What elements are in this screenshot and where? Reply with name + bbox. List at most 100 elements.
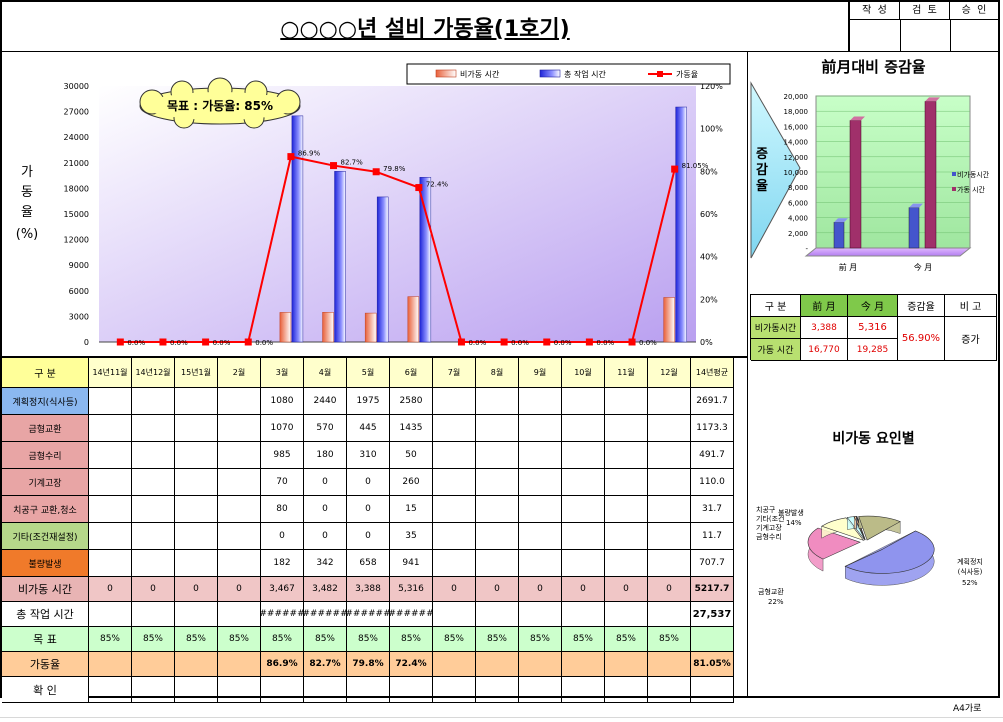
- side-y-tick-label: 4,000: [788, 215, 808, 223]
- table-cell: 85%: [605, 627, 648, 652]
- y2-tick-label: 80%: [700, 167, 718, 176]
- table-cell: [648, 677, 691, 703]
- side-bar-top: [909, 203, 923, 208]
- table-cell: [175, 652, 218, 677]
- arrow-label-3: 율: [756, 178, 768, 194]
- table-cell: [132, 550, 175, 577]
- table-cell: 182: [261, 550, 304, 577]
- approval-sign-1[interactable]: [900, 20, 901, 52]
- table-cell: [476, 602, 519, 627]
- table-cell: [648, 652, 691, 677]
- table-cell: 2691.7: [691, 388, 734, 415]
- table-cell: 310: [347, 442, 390, 469]
- side-plot-floor: [804, 247, 972, 257]
- target-callout-text: 목표 : 가동율: 85%: [167, 98, 273, 113]
- table-cell: [605, 469, 648, 496]
- approval-sign-2[interactable]: [950, 20, 951, 52]
- table-cell: [605, 677, 648, 703]
- table-cell: [390, 677, 433, 703]
- table-cell: [648, 388, 691, 415]
- table-cell: ######: [304, 602, 347, 627]
- table-cell: [89, 469, 132, 496]
- bar-nonoperating: [663, 297, 675, 343]
- cmp-row-op-prev: 16,770: [801, 339, 848, 361]
- table-cell: 81.05%: [691, 652, 734, 677]
- table-cell: [433, 523, 476, 550]
- side-y-tick-label: 16,000: [784, 123, 809, 131]
- column-header: 10월: [562, 358, 605, 388]
- side-y-tick-label: 18,000: [784, 108, 809, 116]
- table-cell: [476, 550, 519, 577]
- table-cell: 0: [132, 577, 175, 602]
- table-cell: [218, 469, 261, 496]
- compare-table: 구 분 前 月 今 月 증감율 비 고 비가동시간 3,388 5,316 56…: [750, 294, 997, 361]
- table-cell: 0: [347, 469, 390, 496]
- table-cell: [476, 677, 519, 703]
- column-header: 4월: [304, 358, 347, 388]
- table-cell: [648, 415, 691, 442]
- rate-point: [415, 184, 423, 192]
- approval-reviewer: 검 토: [900, 2, 950, 20]
- side-legend-nonop-swatch: [952, 172, 956, 176]
- table-cell: [261, 677, 304, 703]
- y2-tick-label: 40%: [700, 253, 718, 262]
- table-cell: 260: [390, 469, 433, 496]
- side-chart-title: 前月대비 증감율: [821, 58, 926, 76]
- rate-data-label: 0.0%: [170, 339, 188, 347]
- side-legend-op-swatch: [952, 187, 956, 191]
- table-cell: [519, 415, 562, 442]
- pie-label-misc-3: 기계고장: [756, 523, 782, 532]
- pie-chart: 계획정지 (식사등) 52% 금형교환 22% 불량발생 14% 치공구 기타(…: [756, 505, 983, 606]
- rate-point: [585, 338, 593, 346]
- table-cell: 2580: [390, 388, 433, 415]
- table-cell: [476, 496, 519, 523]
- table-cell: [132, 415, 175, 442]
- table-cell: [476, 523, 519, 550]
- table-cell: [218, 415, 261, 442]
- table-cell: 85%: [175, 627, 218, 652]
- legend-total-swatch: [539, 69, 561, 78]
- table-cell: [476, 652, 519, 677]
- table-cell: [519, 550, 562, 577]
- table-cell: ######: [390, 602, 433, 627]
- table-cell: [132, 523, 175, 550]
- table-cell: [691, 627, 734, 652]
- y-tick-label: 27000: [64, 108, 89, 117]
- cmp-row-op-label: 가동 시간: [751, 339, 801, 361]
- side-y-tick-label: 6,000: [788, 199, 808, 207]
- bar-total: [675, 106, 687, 343]
- cmp-header-type: 구 분: [751, 295, 801, 317]
- table-cell: [648, 442, 691, 469]
- side-bar-top: [925, 97, 940, 102]
- table-cell: [218, 677, 261, 703]
- table-cell: ######: [347, 602, 390, 627]
- table-cell: 85%: [347, 627, 390, 652]
- table-cell: 50: [390, 442, 433, 469]
- row-label: 불량발생: [2, 550, 89, 577]
- rate-point: [628, 338, 636, 346]
- table-cell: [132, 442, 175, 469]
- table-cell: [476, 442, 519, 469]
- table-cell: [89, 523, 132, 550]
- pie-pct-plan: 52%: [962, 579, 978, 587]
- rate-data-label: 82.7%: [341, 159, 364, 167]
- y2-tick-label: 20%: [700, 295, 718, 304]
- approval-box: 작 성 검 토 승 인: [850, 0, 1000, 52]
- table-cell: [132, 652, 175, 677]
- target-callout: 목표 : 가동율: 85%: [139, 77, 301, 129]
- table-cell: [175, 602, 218, 627]
- column-header: 7월: [433, 358, 476, 388]
- table-cell: [218, 388, 261, 415]
- column-header: 14년12월: [132, 358, 175, 388]
- bar-nonoperating: [364, 312, 377, 343]
- table-cell: 0: [218, 577, 261, 602]
- table-cell: 27,537: [691, 602, 734, 627]
- pie-label-defect: 불량발생: [778, 508, 804, 517]
- approval-approver: 승 인: [950, 2, 998, 20]
- table-cell: [433, 442, 476, 469]
- rate-data-label: 0.0%: [127, 339, 145, 347]
- table-cell: [304, 677, 347, 703]
- side-y-tick-label: 10,000: [784, 169, 809, 177]
- table-cell: 80: [261, 496, 304, 523]
- table-cell: 5,316: [390, 577, 433, 602]
